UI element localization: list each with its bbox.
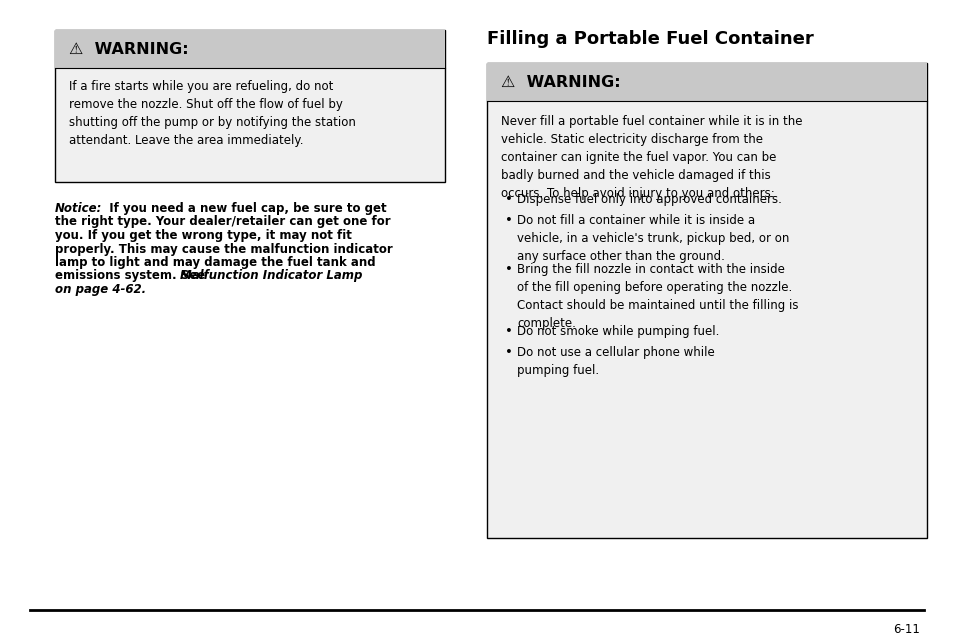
Text: •: •	[504, 346, 513, 359]
Text: Do not use a cellular phone while
pumping fuel.: Do not use a cellular phone while pumpin…	[517, 346, 714, 377]
Bar	[486, 63, 926, 101]
Text: •: •	[504, 325, 513, 338]
Text: Filling a Portable Fuel Container: Filling a Portable Fuel Container	[486, 30, 813, 48]
Text: Bring the fill nozzle in contact with the inside
of the fill opening before oper: Bring the fill nozzle in contact with th…	[517, 262, 798, 329]
Bar	[55, 30, 444, 68]
Text: ⚠  WARNING:: ⚠ WARNING:	[500, 75, 620, 89]
Bar	[486, 63, 926, 538]
Text: Never fill a portable fuel container while it is in the
vehicle. Static electric: Never fill a portable fuel container whi…	[500, 115, 801, 200]
Text: •: •	[504, 262, 513, 276]
Text: ⚠  WARNING:: ⚠ WARNING:	[69, 41, 189, 57]
Text: emissions system. See: emissions system. See	[55, 269, 209, 283]
Text: •: •	[504, 193, 513, 205]
Text: on page 4-62.: on page 4-62.	[55, 283, 146, 296]
Bar	[55, 30, 444, 182]
Text: Notice:: Notice:	[55, 202, 102, 215]
Text: 6-11: 6-11	[892, 623, 919, 636]
Text: Dispense fuel only into approved containers.: Dispense fuel only into approved contain…	[517, 193, 781, 205]
Text: properly. This may cause the malfunction indicator: properly. This may cause the malfunction…	[55, 242, 393, 255]
Text: you. If you get the wrong type, it may not fit: you. If you get the wrong type, it may n…	[55, 229, 352, 242]
Text: lamp to light and may damage the fuel tank and: lamp to light and may damage the fuel ta…	[55, 256, 375, 269]
Text: If a fire starts while you are refueling, do not
remove the nozzle. Shut off the: If a fire starts while you are refueling…	[69, 80, 355, 147]
Text: •: •	[504, 214, 513, 227]
Text: If you need a new fuel cap, be sure to get: If you need a new fuel cap, be sure to g…	[101, 202, 386, 215]
Text: Malfunction Indicator Lamp: Malfunction Indicator Lamp	[180, 269, 362, 283]
Text: the right type. Your dealer/retailer can get one for: the right type. Your dealer/retailer can…	[55, 216, 390, 228]
Text: Do not fill a container while it is inside a
vehicle, in a vehicle's trunk, pick: Do not fill a container while it is insi…	[517, 214, 788, 263]
Text: Do not smoke while pumping fuel.: Do not smoke while pumping fuel.	[517, 325, 719, 338]
